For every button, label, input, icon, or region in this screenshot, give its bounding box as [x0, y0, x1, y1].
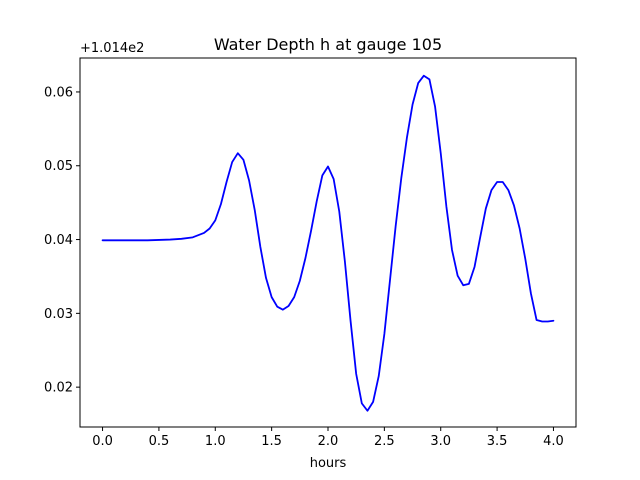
x-tick-label: 3.0 — [430, 434, 451, 449]
x-tick-label: 1.5 — [261, 434, 282, 449]
x-tick-label: 2.5 — [374, 434, 395, 449]
data-series-line — [101, 74, 555, 412]
x-tick-label: 3.5 — [487, 434, 508, 449]
x-tick-label: 4.0 — [543, 434, 564, 449]
y-tick-label: 0.05 — [44, 159, 73, 174]
y-tick-label: 0.03 — [44, 307, 73, 322]
y-tick-label: 0.04 — [44, 233, 73, 248]
y-offset-label: +1.014e2 — [80, 41, 144, 56]
plot-area: 0.0 0.5 1.0 1.5 2.0 2.5 3.0 3.5 4.0 0.02 0.03 0.04 0… — [44, 57, 577, 449]
x-tick-label: 0.5 — [149, 434, 170, 449]
y-tick-label: 0.02 — [44, 381, 73, 396]
y-tick-label: 0.06 — [44, 85, 73, 100]
x-tick-label: 1.0 — [205, 434, 226, 449]
chart-title: Water Depth h at gauge 105 — [214, 35, 442, 54]
plot-frame — [79, 57, 577, 428]
x-axis-label: hours — [310, 456, 347, 471]
x-tick-label: 0.0 — [92, 434, 113, 449]
x-tick-label: 2.0 — [318, 434, 339, 449]
